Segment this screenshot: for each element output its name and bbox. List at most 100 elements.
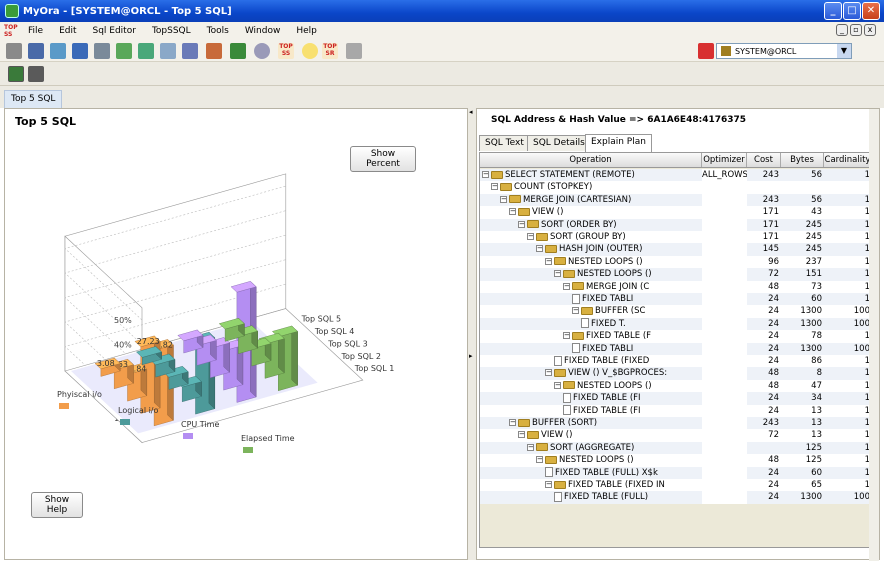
table-row[interactable]: − VIEW () 72 13 1 [480,429,870,442]
table-row[interactable]: − NESTED LOOPS () 72 151 1 [480,268,870,281]
table-row[interactable]: FIXED TABLE (FIXED 24 86 1 [480,355,870,368]
mdi-minimize-button[interactable]: _ [836,24,848,36]
expand-toggle-icon[interactable]: − [518,430,525,439]
col-bytes[interactable]: Bytes [781,153,824,167]
menu-sql-editor[interactable]: Sql Editor [92,26,136,36]
col-optimizer[interactable]: Optimizer [702,153,747,167]
chevron-down-icon[interactable]: ▼ [837,44,851,58]
table-row[interactable]: − SORT (GROUP BY) 171 245 1 [480,231,870,244]
table-row[interactable]: − COUNT (STOPKEY) [480,181,870,194]
maximize-button[interactable]: □ [843,2,861,20]
tab-top5sql[interactable]: Top 5 SQL [4,90,63,108]
table-row[interactable]: FIXED T. 24 1300 100 [480,317,870,331]
menu-topssql[interactable]: TopSSQL [151,26,191,36]
show-help-button[interactable]: Show Help [31,492,83,518]
table-row[interactable]: − MERGE JOIN (C 48 73 1 [480,280,870,293]
expand-toggle-icon[interactable]: − [491,182,498,191]
operation-cell: FIXED TABLI [480,342,702,355]
tag-icon[interactable] [160,43,176,59]
table-row[interactable]: − BUFFER (SORT) 243 13 1 [480,417,870,430]
session-icon[interactable] [28,43,44,59]
connection-select[interactable]: SYSTEM@ORCL ▼ [716,43,852,59]
vertical-scrollbar[interactable] [869,109,879,561]
table-row[interactable]: FIXED TABLI 24 60 1 [480,293,870,306]
collapse-right-icon[interactable]: ▸ [469,352,473,360]
expand-toggle-icon[interactable]: − [527,232,534,240]
expand-toggle-icon[interactable]: − [518,219,525,228]
expand-toggle-icon[interactable]: − [554,380,561,389]
bulb-icon[interactable] [302,43,318,59]
top-sr-icon[interactable]: TOP SR [322,43,338,59]
table-row[interactable]: − MERGE JOIN (CARTESIAN) 243 56 1 [480,193,870,207]
table-row[interactable]: FIXED TABLE (FULL) X$k 24 60 1 [480,466,870,479]
expand-toggle-icon[interactable]: − [536,455,543,464]
col-cardinality[interactable]: Cardinality [824,155,871,165]
menu-edit[interactable]: Edit [59,26,77,36]
refresh-icon[interactable] [8,66,24,82]
table-row[interactable]: − BUFFER (SC 24 1300 100 [480,305,870,318]
bytes-cell: 78 [781,330,824,343]
folder-icon [491,170,503,179]
table-row[interactable]: − NESTED LOOPS () 48 125 1 [480,454,870,467]
table-row[interactable]: − VIEW () V_$BGPROCES: 48 8 1 [480,367,870,380]
database-icon[interactable] [50,43,66,59]
tablespace-icon[interactable] [116,43,132,59]
locks-icon[interactable] [182,43,198,59]
minimize-button[interactable]: _ [824,2,842,20]
report-icon[interactable] [206,43,222,59]
expand-toggle-icon[interactable]: − [545,256,552,265]
table-row[interactable]: FIXED TABLE (FI 24 13 1 [480,404,870,417]
expand-toggle-icon[interactable]: − [482,170,489,178]
tab-explain-plan[interactable]: Explain Plan [585,134,652,152]
table-row[interactable]: − SORT (AGGREGATE) 125 1 [480,441,870,455]
table-row[interactable]: − NESTED LOOPS () 96 237 1 [480,255,870,269]
table-row[interactable]: − HASH JOIN (OUTER) 145 245 1 [480,243,870,256]
expand-toggle-icon[interactable]: − [509,418,516,426]
mdi-restore-button[interactable]: ▫ [850,24,862,36]
table-row[interactable]: − VIEW () 171 43 1 [480,206,870,219]
connect-icon[interactable] [6,43,22,59]
tab-sql-details[interactable]: SQL Details [527,135,591,151]
close-button[interactable]: ✕ [862,2,880,20]
collapse-left-icon[interactable]: ◂ [469,108,473,116]
expand-toggle-icon[interactable]: − [509,207,516,216]
menu-help[interactable]: Help [296,26,317,36]
operation-cell: FIXED TABLE (FULL) X$k [480,466,702,479]
table-row[interactable]: − SORT (ORDER BY) 171 245 1 [480,218,870,231]
users-icon[interactable] [138,43,154,59]
table-row[interactable]: FIXED TABLE (FI 24 34 1 [480,392,870,405]
expand-toggle-icon[interactable]: − [545,480,552,488]
tab-sql-text[interactable]: SQL Text [479,135,530,151]
expand-toggle-icon[interactable]: − [563,281,570,290]
table-row[interactable]: − FIXED TABLE (F 24 78 1 [480,330,870,343]
table-row[interactable]: FIXED TABLI 24 1300 100 [480,342,870,355]
chart-icon[interactable] [230,43,246,59]
splitter[interactable]: ◂ ▸ [468,108,476,560]
table-row[interactable]: − SELECT STATEMENT (REMOTE) ALL_ROWS 243 56 1 [480,169,870,182]
table-row[interactable]: FIXED TABLE (FULL) 24 1300 100 [480,491,870,504]
col-operation[interactable]: Operation [480,153,702,167]
menu-tools[interactable]: Tools [206,26,229,36]
table-row[interactable]: − FIXED TABLE (FIXED IN 24 65 1 [480,479,870,492]
col-cost[interactable]: Cost [747,153,781,167]
expand-toggle-icon[interactable]: − [563,331,570,340]
network-icon[interactable] [72,43,88,59]
expand-toggle-icon[interactable]: − [500,194,507,203]
print-icon[interactable] [28,66,44,82]
settings-icon[interactable] [94,43,110,59]
clock-icon[interactable] [254,43,270,59]
menu-window[interactable]: Window [244,26,281,36]
table-row[interactable]: − NESTED LOOPS () 48 47 1 [480,379,870,393]
expand-toggle-icon[interactable]: − [554,269,561,278]
expand-toggle-icon[interactable]: − [545,368,552,377]
cardinality-cell: 1 [824,330,870,343]
expand-toggle-icon[interactable]: − [536,244,543,253]
show-percent-button[interactable]: Show Percent [350,146,416,172]
expand-toggle-icon[interactable]: − [572,306,579,315]
menu-file[interactable]: File [28,26,44,36]
top-ss-icon[interactable]: TOP SS [278,43,294,59]
expand-toggle-icon[interactable]: − [527,442,534,451]
mdi-close-button[interactable]: x [864,24,876,36]
disconnect-icon[interactable] [698,43,714,59]
tools-icon[interactable] [346,43,362,59]
